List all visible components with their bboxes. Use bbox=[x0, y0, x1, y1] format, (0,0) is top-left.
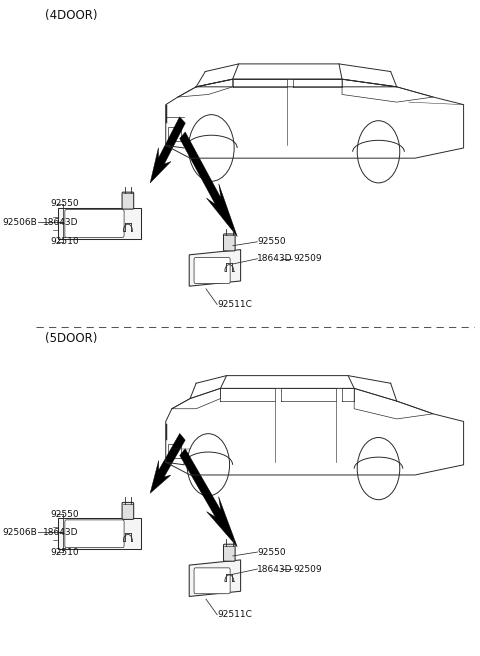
Text: 18643D: 18643D bbox=[257, 565, 293, 573]
FancyBboxPatch shape bbox=[168, 443, 181, 458]
Polygon shape bbox=[189, 250, 240, 286]
FancyBboxPatch shape bbox=[194, 568, 230, 594]
Text: 18643D: 18643D bbox=[257, 255, 293, 263]
Text: 92506B: 92506B bbox=[2, 528, 37, 537]
FancyBboxPatch shape bbox=[122, 502, 134, 520]
Text: 92506B: 92506B bbox=[2, 218, 37, 227]
Text: 18643D: 18643D bbox=[43, 218, 79, 227]
FancyBboxPatch shape bbox=[65, 210, 124, 237]
Text: 92510: 92510 bbox=[50, 548, 79, 556]
FancyBboxPatch shape bbox=[168, 127, 181, 141]
FancyBboxPatch shape bbox=[194, 258, 230, 283]
FancyBboxPatch shape bbox=[224, 544, 235, 561]
FancyBboxPatch shape bbox=[122, 192, 134, 209]
Text: 18643D: 18643D bbox=[43, 528, 79, 537]
Polygon shape bbox=[59, 208, 141, 239]
Text: 92550: 92550 bbox=[257, 237, 286, 246]
Text: 92509: 92509 bbox=[293, 255, 322, 263]
Polygon shape bbox=[189, 560, 240, 596]
Text: (5DOOR): (5DOOR) bbox=[45, 332, 97, 345]
Text: (4DOOR): (4DOOR) bbox=[45, 9, 97, 22]
FancyBboxPatch shape bbox=[224, 234, 235, 251]
Text: 92509: 92509 bbox=[293, 565, 322, 573]
Text: 92510: 92510 bbox=[50, 237, 79, 246]
FancyBboxPatch shape bbox=[65, 520, 124, 548]
Text: 92511C: 92511C bbox=[217, 610, 252, 619]
Polygon shape bbox=[150, 434, 185, 493]
Polygon shape bbox=[180, 132, 237, 237]
Polygon shape bbox=[180, 449, 237, 547]
Text: 92550: 92550 bbox=[50, 199, 79, 209]
Polygon shape bbox=[150, 117, 185, 183]
Polygon shape bbox=[59, 518, 141, 550]
Text: 92550: 92550 bbox=[50, 510, 79, 519]
Text: 92511C: 92511C bbox=[217, 300, 252, 309]
Text: 92550: 92550 bbox=[257, 548, 286, 556]
